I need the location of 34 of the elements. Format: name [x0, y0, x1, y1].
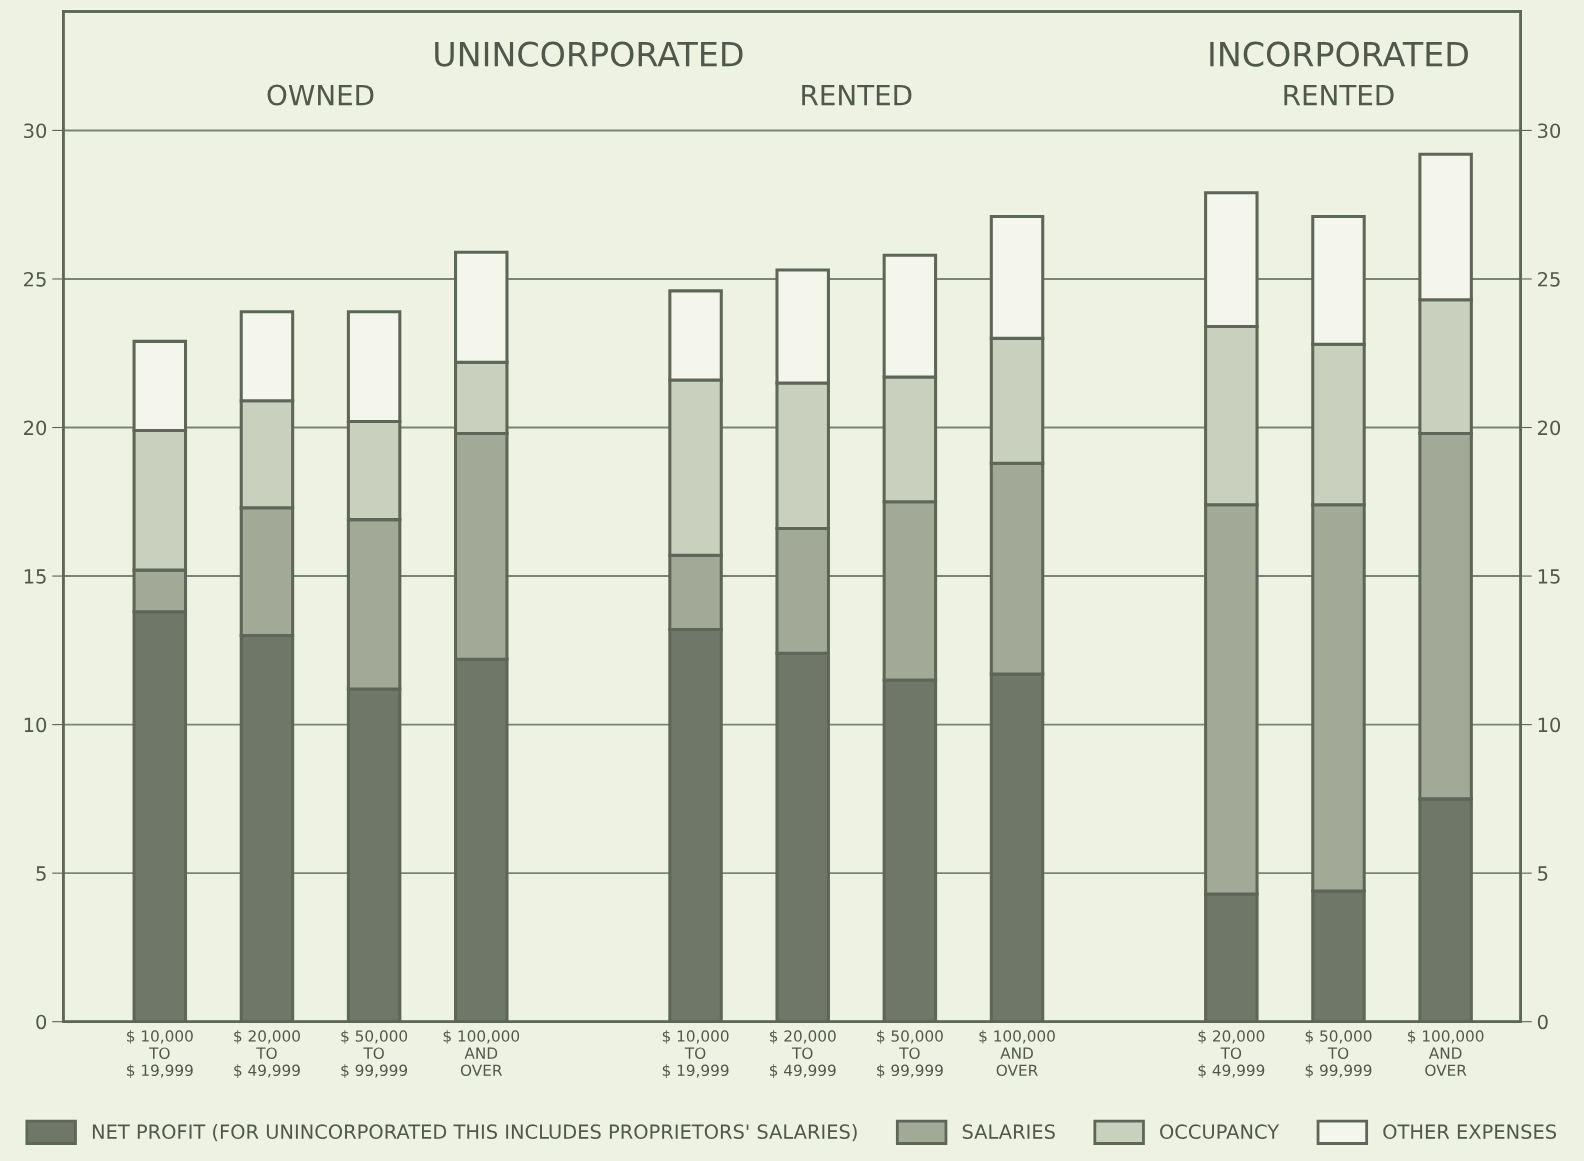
x-tick-label: $ 100,000 AND OVER [979, 1030, 1055, 1077]
x-tick-label: $ 50,000 TO $ 99,999 [1305, 1030, 1372, 1079]
annotation: INCORPORATED [1210, 41, 1468, 67]
annotation: RENTED [802, 84, 912, 106]
annotation: OWNED [267, 84, 374, 106]
x-tick-label: $ 10,000 TO $ 19,999 [662, 1030, 729, 1079]
x-tick-label: $ 50,000 TO $ 99,999 [877, 1030, 943, 1079]
y2-tick-label: 15 [1538, 569, 1560, 584]
y-tick-label: 5 [36, 866, 46, 881]
y2-tick-label: 30 [1538, 123, 1561, 139]
legend-label: OTHER EXPENSES [1383, 1124, 1557, 1140]
x-tick-label: $ 100,000 AND OVER [1408, 1030, 1484, 1077]
x-tick-label: $ 50,000 TO $ 99,999 [341, 1030, 408, 1079]
annotation: RENTED [1284, 84, 1394, 106]
x-tick-label: $ 20,000 TO $ 49,999 [1198, 1030, 1265, 1079]
y2-tick-label: 10 [1538, 717, 1561, 733]
y2-tick-label: 0 [1537, 1014, 1548, 1030]
legend-label: OCCUPANCY [1160, 1124, 1280, 1140]
y2-tick-label: 20 [1538, 420, 1561, 436]
y2-tick-label: 25 [1538, 271, 1560, 287]
y-tick-label: 25 [24, 271, 46, 287]
y-tick-label: 0 [36, 1014, 47, 1030]
legend-label: NET PROFIT (FOR UNINCORPORATED THIS INCLUDES PROPRIETORS' SALARIES) [92, 1123, 857, 1142]
y-tick-label: 15 [24, 569, 46, 584]
x-tick-label: $ 10,000 TO $ 19,999 [127, 1030, 193, 1079]
x-tick-label: $ 20,000 TO $ 49,999 [769, 1030, 836, 1079]
annotation: UNINCORPORATED [435, 41, 743, 67]
x-tick-label: $ 20,000 TO $ 49,999 [234, 1030, 300, 1079]
y-tick-label: 30 [24, 123, 47, 139]
y-tick-label: 10 [24, 717, 47, 733]
y-tick-label: 20 [24, 420, 47, 436]
x-tick-label: $ 100,000 AND OVER [443, 1030, 520, 1077]
y2-tick-label: 5 [1538, 866, 1548, 881]
legend-label: SALARIES [962, 1124, 1055, 1140]
